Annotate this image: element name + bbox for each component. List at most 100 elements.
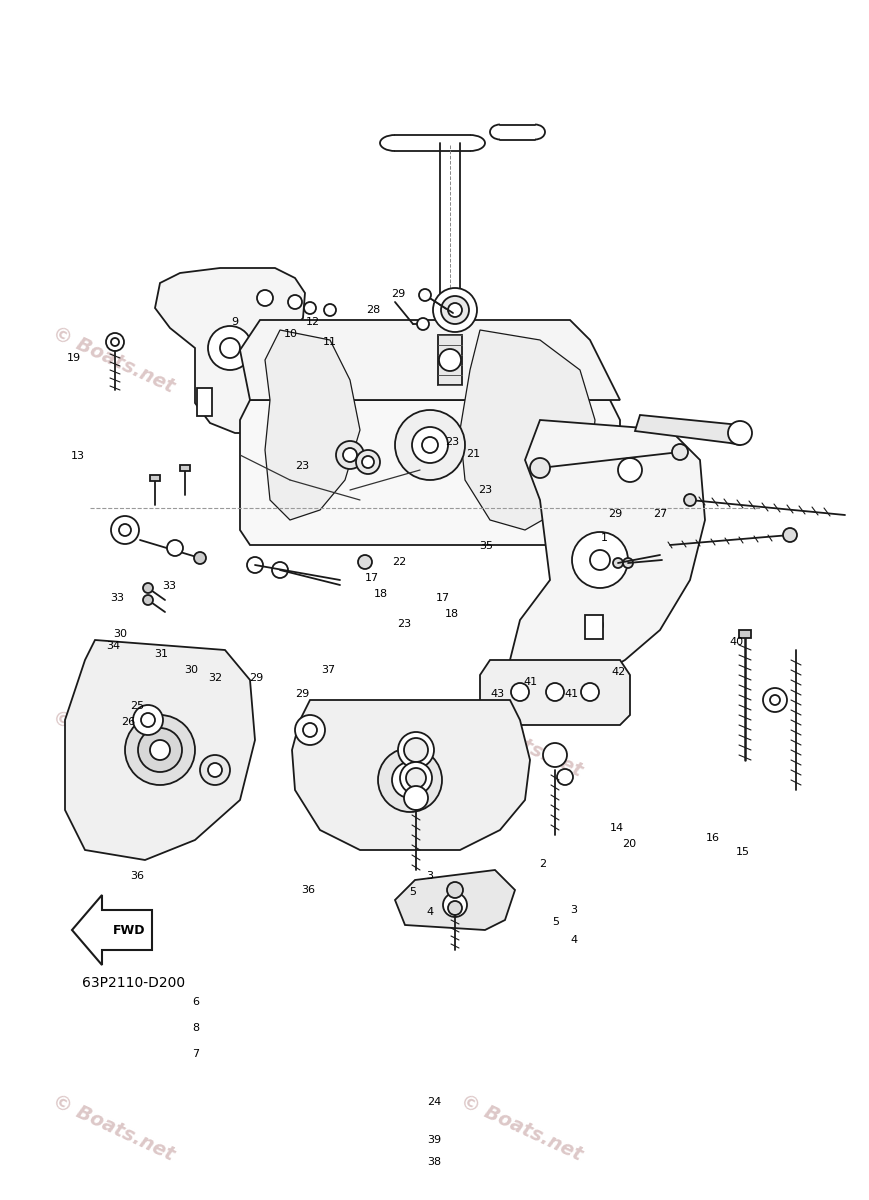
Circle shape [590,550,610,570]
Text: 39: 39 [428,1135,441,1145]
Text: 29: 29 [391,289,405,299]
Text: 12: 12 [306,317,320,326]
Polygon shape [65,640,255,860]
Bar [197,388,212,416]
Circle shape [208,326,252,370]
Text: 29: 29 [249,673,263,683]
Text: 18: 18 [445,610,459,619]
Text: 35: 35 [480,541,494,551]
Text: 2: 2 [540,859,547,869]
Circle shape [125,715,195,785]
Circle shape [419,289,431,301]
Text: 30: 30 [184,665,198,674]
Polygon shape [480,660,630,725]
Text: 19: 19 [67,353,81,362]
Circle shape [417,318,429,330]
Text: 22: 22 [393,557,407,566]
Bar [438,335,462,385]
Circle shape [111,338,119,346]
Text: 29: 29 [295,689,309,698]
Text: 5: 5 [409,887,416,896]
Circle shape [404,786,428,810]
Text: 28: 28 [367,305,381,314]
Circle shape [404,738,428,762]
Text: 29: 29 [608,509,622,518]
Text: 1: 1 [600,533,607,542]
Text: 27: 27 [653,509,667,518]
Text: 11: 11 [323,337,337,347]
Circle shape [613,558,623,568]
Text: 7: 7 [192,1049,199,1058]
Circle shape [392,762,428,798]
Circle shape [257,290,273,306]
Circle shape [111,516,139,544]
Circle shape [141,713,155,727]
Circle shape [448,901,462,914]
Circle shape [304,302,316,314]
Text: 37: 37 [322,665,335,674]
Circle shape [288,295,302,308]
Polygon shape [635,415,748,445]
Text: 33: 33 [110,593,124,602]
Circle shape [728,421,752,445]
Circle shape [133,704,163,734]
Text: 9: 9 [231,317,238,326]
Circle shape [406,768,426,788]
Polygon shape [395,870,515,930]
Text: 23: 23 [397,619,411,629]
Text: 16: 16 [706,833,720,842]
Text: 32: 32 [209,673,222,683]
Circle shape [295,715,325,745]
Circle shape [247,557,263,572]
Text: 36: 36 [302,886,315,895]
Polygon shape [155,268,330,433]
Circle shape [343,448,357,462]
Circle shape [763,688,787,712]
Text: 21: 21 [467,449,481,458]
Circle shape [623,558,633,568]
Text: 25: 25 [130,701,144,710]
Polygon shape [460,330,595,530]
Text: FWD: FWD [113,924,145,936]
Text: 26: 26 [122,718,136,727]
Circle shape [208,763,222,778]
Circle shape [402,772,418,788]
Circle shape [672,444,688,460]
Text: 17: 17 [365,574,379,583]
Polygon shape [72,895,152,965]
Circle shape [770,695,780,704]
Text: © Boats.net: © Boats.net [49,707,177,781]
Circle shape [303,722,317,737]
Text: 3: 3 [570,905,577,914]
Text: © Boats.net: © Boats.net [457,1091,586,1165]
Polygon shape [240,400,620,545]
Circle shape [356,450,380,474]
Circle shape [441,296,469,324]
Circle shape [433,288,477,332]
Circle shape [138,728,182,772]
Circle shape [200,755,230,785]
Text: 43: 43 [490,689,504,698]
Circle shape [167,540,183,556]
Text: 40: 40 [730,637,744,647]
Polygon shape [240,320,620,400]
Text: 3: 3 [427,871,434,881]
Text: © Boats.net: © Boats.net [457,707,586,781]
Polygon shape [292,700,530,850]
Text: 30: 30 [113,629,127,638]
Circle shape [220,338,240,358]
Circle shape [581,683,599,701]
Text: 42: 42 [612,667,626,677]
Text: 8: 8 [192,1024,199,1033]
Text: 38: 38 [428,1157,441,1166]
Polygon shape [510,420,705,690]
Text: 33: 33 [163,581,176,590]
Text: 17: 17 [436,593,450,602]
Bar [585,614,603,638]
Circle shape [684,494,696,506]
Text: 14: 14 [610,823,624,833]
Text: 5: 5 [553,917,560,926]
Text: 23: 23 [478,485,492,494]
Circle shape [422,437,438,452]
Circle shape [119,524,131,536]
